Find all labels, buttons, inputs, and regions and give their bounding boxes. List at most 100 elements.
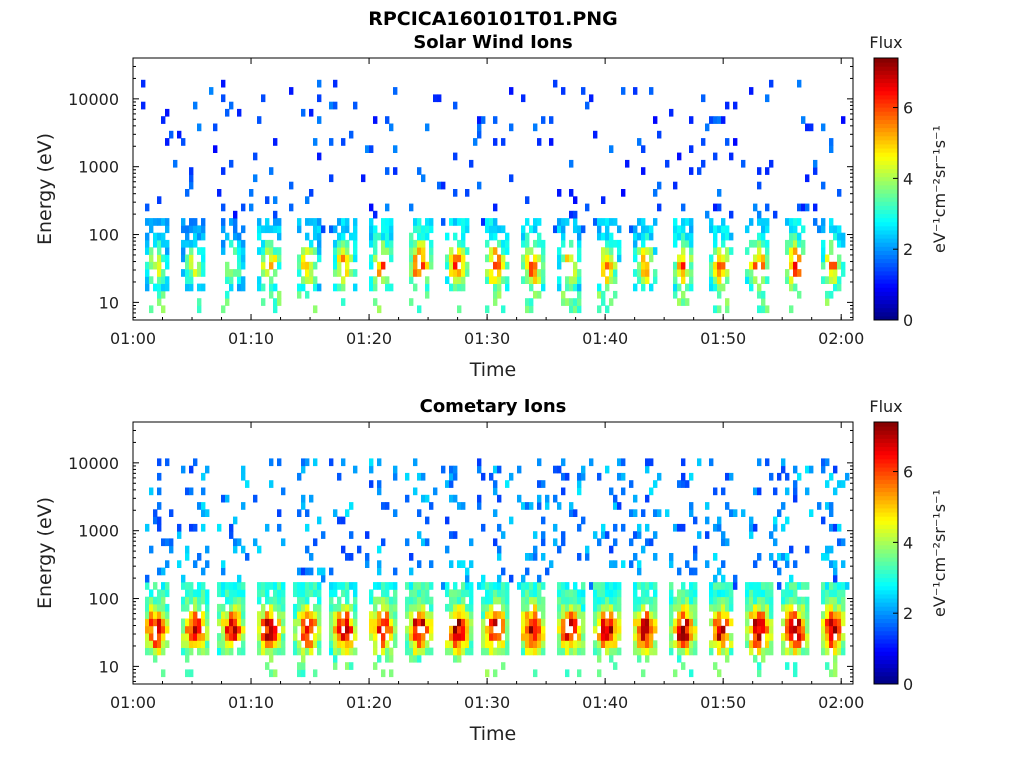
heatmap-cell (829, 640, 834, 648)
heatmap-cell (381, 538, 386, 547)
heatmap-cell (785, 611, 790, 619)
heatmap-cell (277, 647, 282, 656)
heatmap-cell (257, 276, 262, 284)
heatmap-cell (413, 261, 418, 270)
heatmap-cell (565, 633, 570, 641)
heatmap-cell (421, 174, 426, 183)
heatmap-cell (465, 582, 470, 590)
heatmap-cell (249, 189, 254, 197)
heatmap-cell (801, 203, 806, 212)
heatmap-cell (653, 269, 658, 277)
heatmap-cell (493, 509, 498, 517)
heatmap-cell (281, 618, 286, 627)
heatmap-cell (349, 130, 354, 139)
heatmap-cell (649, 640, 654, 648)
heatmap-cell (413, 269, 418, 277)
heatmap-cell (797, 472, 802, 481)
heatmap-cell (317, 618, 322, 627)
heatmap-cell (617, 582, 622, 590)
heatmap-cell (453, 218, 458, 226)
colorbar-step (874, 679, 898, 685)
heatmap-cell (485, 669, 490, 678)
heatmap-cell (829, 225, 834, 234)
heatmap-cell (297, 640, 302, 648)
heatmap-cell (693, 545, 698, 554)
heatmap-cell (597, 603, 602, 612)
heatmap-cell (229, 618, 234, 627)
heatmap-cell (637, 647, 642, 656)
heatmap-cell (709, 603, 714, 612)
heatmap-cell (825, 254, 830, 263)
heatmap-cell (281, 589, 286, 598)
heatmap-cell (393, 582, 398, 590)
heatmap-cell (181, 218, 186, 226)
heatmap-cell (233, 625, 238, 634)
heatmap-cell (541, 633, 546, 641)
heatmap-cell (593, 603, 598, 612)
heatmap-cell (377, 618, 382, 627)
heatmap-cell (421, 647, 426, 656)
heatmap-cell (249, 203, 254, 212)
heatmap-cell (145, 203, 150, 212)
heatmap-cell (521, 596, 526, 605)
heatmap-cell (389, 647, 394, 656)
heatmap-cell (429, 247, 434, 255)
heatmap-cell (825, 458, 830, 467)
heatmap-cell (333, 269, 338, 277)
heatmap-cell (633, 611, 638, 619)
heatmap-cell (277, 640, 282, 648)
heatmap-cell (561, 618, 566, 627)
heatmap-cell (497, 225, 502, 234)
heatmap-cell (245, 480, 250, 488)
heatmap-cell (669, 560, 674, 568)
heatmap-cell (561, 458, 566, 467)
heatmap-cell (613, 633, 618, 641)
colorbar-step (874, 598, 898, 603)
heatmap-cell (653, 189, 658, 197)
heatmap-cell (537, 640, 542, 648)
heatmap-cell (453, 582, 458, 590)
heatmap-cell (277, 603, 282, 612)
heatmap-cell (537, 603, 542, 612)
heatmap-cell (333, 225, 338, 234)
heatmap-cell (429, 603, 434, 612)
heatmap-cell (233, 611, 238, 619)
heatmap-cell (417, 647, 422, 656)
heatmap-cell (689, 116, 694, 124)
heatmap-cell (705, 531, 710, 539)
heatmap-cell (333, 101, 338, 110)
heatmap-cell (493, 480, 498, 488)
heatmap-cell (317, 152, 322, 161)
heatmap-cell (725, 138, 730, 146)
heatmap-cell (453, 276, 458, 284)
heatmap-cell (221, 218, 226, 226)
heatmap-cell (345, 647, 350, 656)
heatmap-cell (269, 225, 274, 234)
heatmap-cell (233, 232, 238, 241)
heatmap-cell (225, 276, 230, 284)
heatmap-cell (757, 247, 762, 255)
heatmap-cell (653, 589, 658, 598)
heatmap-cell (713, 611, 718, 619)
heatmap-cell (549, 138, 554, 146)
heatmap-cell (425, 494, 430, 503)
heatmap-cell (425, 589, 430, 598)
colorbar-step (874, 532, 898, 538)
heatmap-cell (841, 116, 846, 124)
heatmap-cell (601, 633, 606, 641)
heatmap-cell (685, 618, 690, 627)
heatmap-cell (713, 640, 718, 648)
heatmap-cell (233, 538, 238, 547)
colorbar-step (874, 123, 898, 129)
heatmap-cell (821, 640, 826, 648)
heatmap-cell (633, 283, 638, 292)
heatmap-cell (281, 611, 286, 619)
colorbar-step (874, 78, 898, 84)
heatmap-cell (341, 218, 346, 226)
heatmap-cell (237, 582, 242, 590)
heatmap-cell (597, 232, 602, 241)
heatmap-cell (353, 589, 358, 598)
heatmap-cell (313, 305, 318, 314)
heatmap-cell (833, 261, 838, 270)
heatmap-cell (337, 472, 342, 481)
